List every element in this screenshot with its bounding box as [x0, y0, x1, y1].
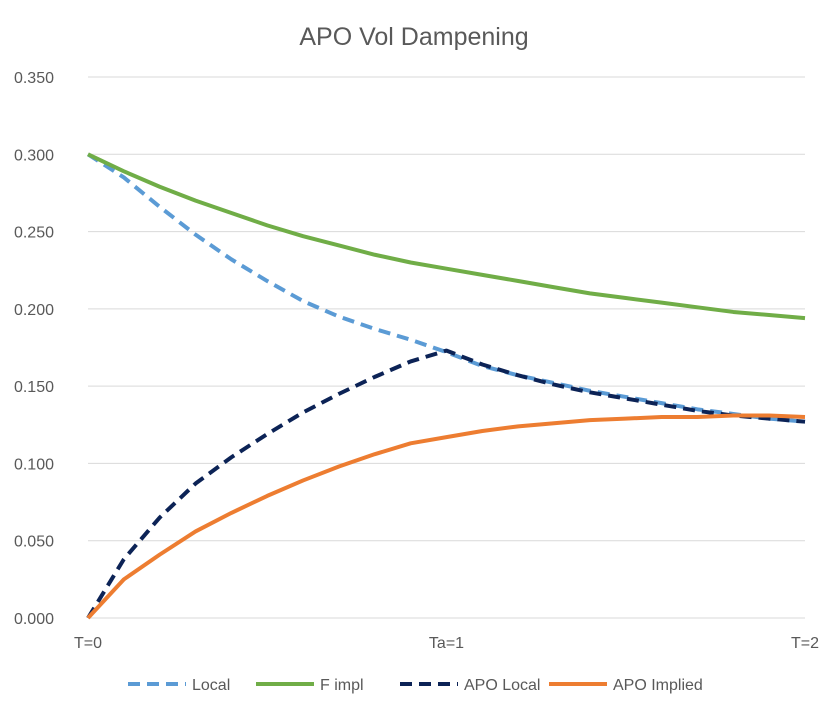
y-tick-label: 0.000 [14, 611, 54, 628]
y-tick-label: 0.150 [14, 379, 54, 396]
legend-label: Local [192, 677, 230, 694]
legend: Local F impl APO Local APO Implied [128, 677, 703, 694]
y-tick-label: 0.250 [14, 225, 54, 242]
y-tick-label: 0.050 [14, 534, 54, 551]
legend-label: APO Implied [613, 677, 703, 694]
series-lines [86, 152, 806, 620]
x-tick-label: T=2 [791, 635, 819, 652]
chart-title: APO Vol Dampening [299, 23, 528, 51]
series-line-apo-implied [86, 413, 806, 620]
series-line-apo-local [86, 348, 806, 620]
y-tick-label: 0.200 [14, 302, 54, 319]
series-line-local [86, 152, 806, 424]
x-tick-label: T=0 [74, 635, 102, 652]
x-axis-ticks: T=0 Ta=1 T=2 [74, 635, 819, 652]
gridlines [88, 76, 805, 619]
series-line-f-impl [87, 152, 806, 321]
y-tick-label: 0.350 [14, 70, 54, 87]
x-tick-label: Ta=1 [429, 635, 464, 652]
y-axis-ticks: 0.000 0.050 0.100 0.150 0.200 0.250 0.300 0.350 [14, 70, 54, 628]
legend-label: APO Local [464, 677, 540, 694]
y-tick-label: 0.300 [14, 147, 54, 164]
y-tick-label: 0.100 [14, 456, 54, 473]
legend-label: F impl [320, 677, 364, 694]
